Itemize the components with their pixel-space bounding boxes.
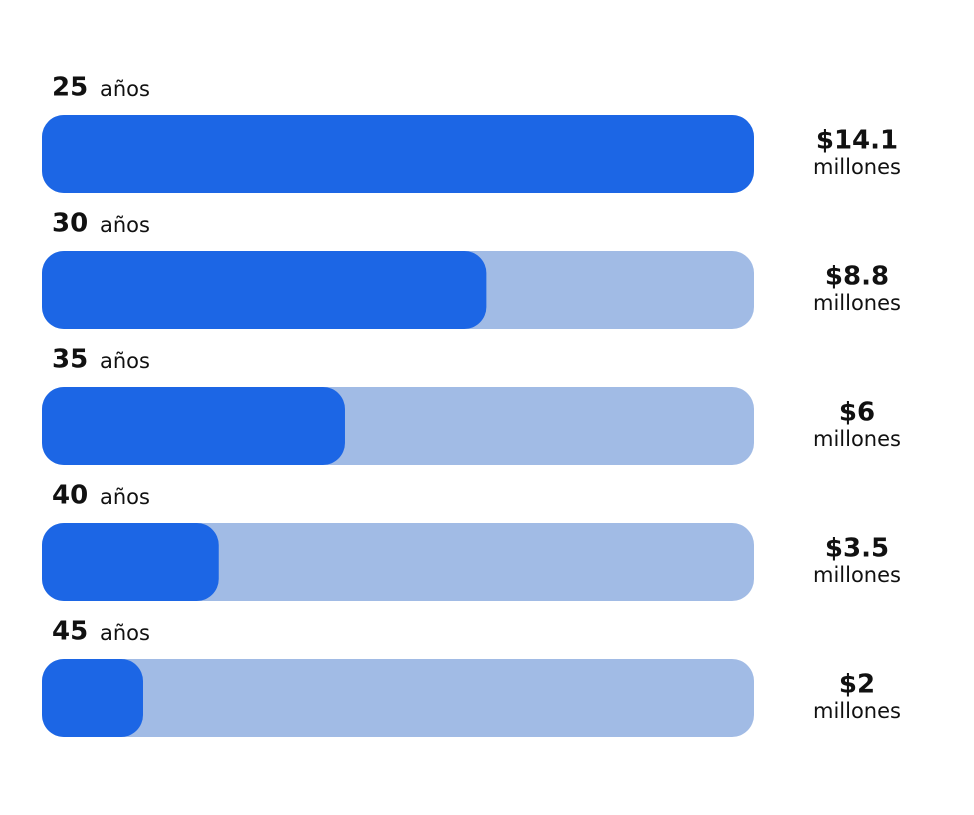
- value-label: $2: [839, 670, 875, 700]
- value-unit: millones: [813, 563, 901, 587]
- value-unit: millones: [813, 155, 901, 179]
- category-label: 30: [52, 209, 88, 239]
- bar: [42, 659, 143, 737]
- category-label: 35: [52, 345, 88, 375]
- bar: [42, 251, 487, 329]
- bar: [42, 523, 219, 601]
- category-suffix: años: [100, 485, 150, 509]
- value-unit: millones: [813, 699, 901, 723]
- bar-track: [42, 523, 754, 601]
- category-label: 25: [52, 73, 88, 103]
- category-label: 45: [52, 617, 88, 647]
- bar-track: [42, 659, 754, 737]
- value-label: $8.8: [825, 262, 889, 292]
- category-suffix: años: [100, 349, 150, 373]
- category-suffix: años: [100, 213, 150, 237]
- bar: [42, 115, 754, 193]
- category-suffix: años: [100, 621, 150, 645]
- category-label: 40: [52, 481, 88, 511]
- value-unit: millones: [813, 291, 901, 315]
- category-suffix: años: [100, 77, 150, 101]
- bar: [42, 387, 345, 465]
- value-unit: millones: [813, 427, 901, 451]
- value-label: $14.1: [816, 126, 898, 156]
- value-label: $6: [839, 398, 875, 428]
- value-label: $3.5: [825, 534, 889, 564]
